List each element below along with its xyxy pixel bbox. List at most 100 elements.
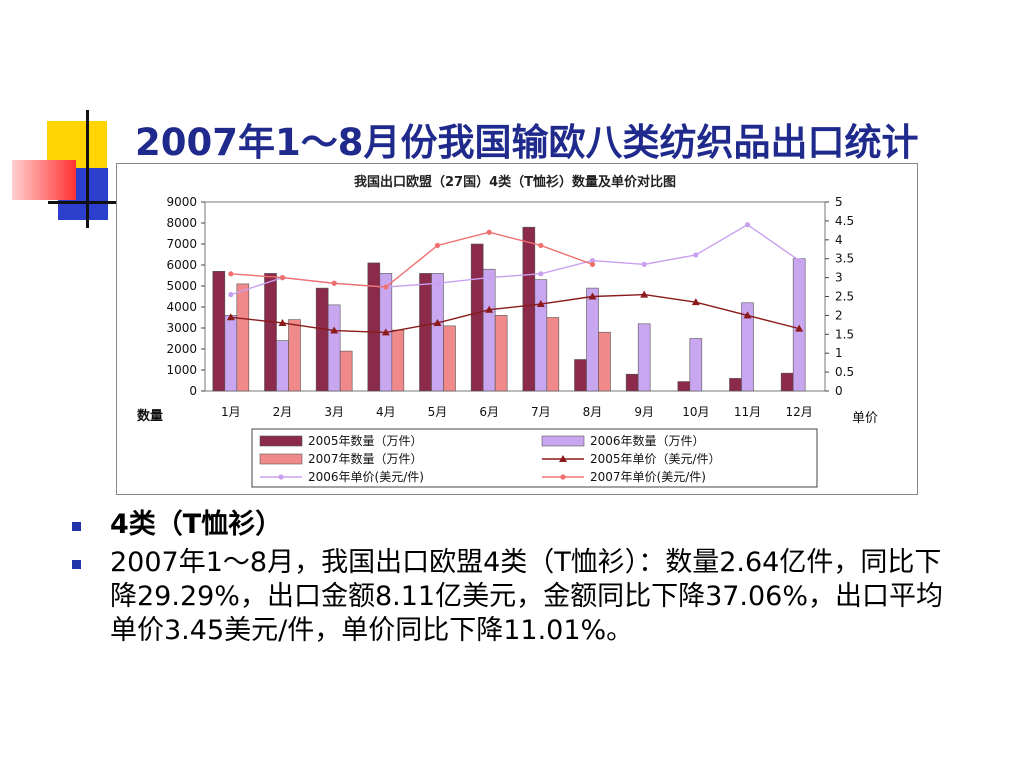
y-tick-label: 0 [189, 384, 197, 398]
legend-swatch [259, 435, 303, 447]
point-marker [795, 324, 804, 332]
point-marker [486, 229, 492, 235]
x-tick-label: 6月 [479, 405, 499, 419]
point-marker [691, 298, 700, 306]
legend-label: 2006年单价(美元/件) [308, 470, 424, 484]
slide-title: 2007年1～8月份我国输欧八类纺织品出口统计 [135, 121, 919, 164]
point-marker [226, 313, 235, 321]
point-marker [589, 257, 596, 264]
y2-tick-label: 0 [835, 384, 843, 398]
bar [780, 372, 794, 392]
combo-chart: 我国出口欧盟（27国）4类（T恤衫）数量及单价对比图 0 1000 2000 3000 4… [137, 174, 878, 488]
series-line [230, 293, 800, 334]
y2-axis-label: 单价 [852, 411, 878, 426]
point-marker [279, 275, 286, 281]
point-marker [434, 280, 441, 286]
deco-horizontal-line [48, 201, 118, 204]
point-marker [228, 271, 234, 277]
y-tick-label: 7000 [166, 237, 197, 251]
point-marker [588, 292, 597, 300]
bullet-marker [72, 522, 81, 531]
point-marker [693, 252, 699, 258]
bar [315, 287, 329, 392]
point-marker [589, 261, 596, 267]
y-tick-label: 3000 [166, 321, 197, 335]
bar [677, 381, 691, 392]
y2-tick-label: 3 [835, 271, 843, 285]
point-marker [796, 257, 802, 264]
bar [598, 331, 611, 392]
x-tick-label: 3月 [324, 405, 344, 419]
bullet-text: 2007年1～8月，我国出口欧盟4类（T恤衫）：数量2.64亿件，同比下降29.… [110, 547, 944, 646]
point-marker [538, 271, 544, 277]
x-tick-label: 8月 [583, 405, 603, 419]
point-marker [640, 290, 649, 298]
legend-swatch [259, 453, 303, 465]
bullet-list: 4类（T恤衫） 2007年1～8月，我国出口欧盟4类（T恤衫）：数量2.64亿件… [72, 508, 952, 652]
bar [212, 271, 226, 392]
chart-frame: 我国出口欧盟（27国）4类（T恤衫）数量及单价对比图 0 1000 2000 3000 4… [116, 163, 918, 495]
x-tick-label: 2月 [273, 405, 293, 419]
bar [224, 315, 238, 392]
y-tick-label: 6000 [166, 258, 197, 272]
bar [637, 323, 651, 392]
bar [625, 373, 639, 392]
point-marker [538, 242, 544, 249]
legend-marker [560, 474, 566, 480]
bar [546, 317, 560, 392]
y2-tick-label: 4 [835, 233, 843, 247]
bar [729, 378, 742, 392]
legend-label: 2007年数量（万件） [308, 451, 423, 466]
point-marker [485, 305, 494, 313]
y2-tick-label: 2.5 [835, 290, 854, 304]
y2-tick-label: 5 [835, 195, 843, 209]
bar [339, 350, 353, 392]
bar [443, 325, 456, 392]
y2-tick-label: 3.5 [835, 252, 854, 266]
bar [236, 283, 250, 392]
bar [494, 315, 508, 392]
bar [470, 243, 484, 392]
bar [391, 329, 405, 392]
bar [482, 268, 496, 392]
point-marker [536, 300, 545, 308]
y-axis-label: 数量 [137, 408, 163, 424]
plot-area [204, 201, 826, 392]
y-tick-label: 4000 [166, 300, 197, 314]
bar [522, 226, 536, 392]
bar [276, 340, 289, 392]
x-tick-label: 12月 [786, 405, 813, 419]
bullet-marker [72, 560, 81, 569]
point-marker [278, 318, 287, 326]
y2-tick-label: 1 [835, 346, 843, 360]
bar [288, 319, 301, 392]
point-marker [744, 222, 751, 228]
x-tick-label: 9月 [634, 405, 654, 419]
bar [367, 262, 381, 392]
legend-label: 2007年单价(美元/件) [590, 470, 706, 484]
point-marker [486, 275, 492, 281]
bar [419, 273, 432, 392]
bullet-text: 4类（T恤衫） [110, 509, 283, 540]
deco-vertical-line [86, 110, 89, 228]
y2-tick-label: 0.5 [835, 365, 854, 379]
point-marker [434, 242, 441, 249]
bar [431, 273, 444, 392]
deco-red-gradient [12, 160, 76, 200]
x-tick-label: 11月 [734, 405, 761, 419]
y-tick-label: 8000 [166, 216, 197, 230]
legend-marker [559, 455, 567, 462]
y-tick-label: 1000 [166, 363, 197, 377]
bar [534, 279, 548, 392]
point-marker [330, 326, 339, 334]
bar [574, 359, 587, 392]
x-tick-label: 5月 [428, 405, 448, 419]
legend-label: 2005年单价（美元/件） [590, 452, 721, 466]
legend-box [251, 428, 818, 488]
point-marker [433, 318, 442, 326]
point-marker [381, 328, 390, 336]
point-marker [383, 284, 389, 290]
series-line [230, 231, 593, 288]
legend-label: 2006年数量（万件） [590, 433, 705, 448]
bar [586, 287, 599, 392]
